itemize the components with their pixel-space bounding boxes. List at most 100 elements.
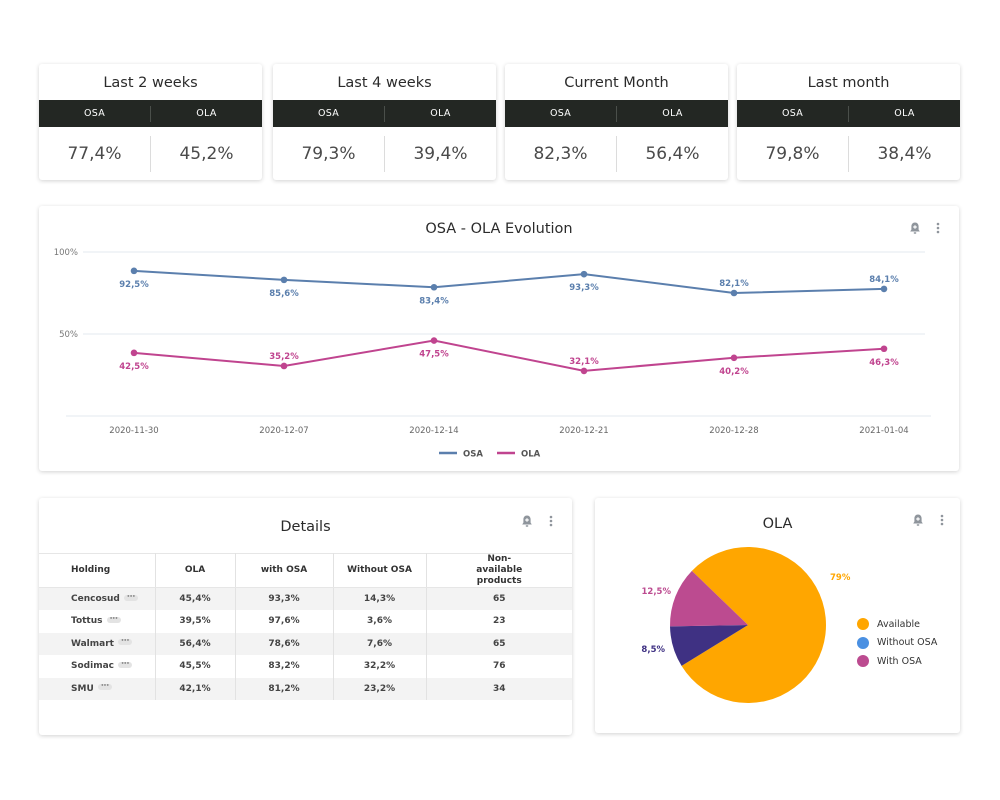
data-point-ola[interactable] bbox=[880, 345, 888, 353]
line-chart: 100% 50% 2020-11-30 2020-12-07 2020-12-14 202… bbox=[54, 248, 931, 460]
kpi-header-osa: OSA bbox=[317, 108, 340, 119]
kpi-value-ola: 56,4% bbox=[645, 143, 700, 164]
data-point-ola[interactable] bbox=[280, 362, 288, 370]
data-point-ola[interactable] bbox=[730, 354, 738, 362]
data-label-osa: 83,4% bbox=[419, 296, 449, 306]
kpi-card: Current Month OSA OLA 82,3% 56,4% bbox=[505, 64, 728, 180]
y-tick-label: 100% bbox=[54, 248, 78, 258]
cell-with-osa: 81,2% bbox=[235, 677, 334, 700]
data-point-osa[interactable] bbox=[280, 276, 288, 284]
bell-plus-icon[interactable] bbox=[911, 513, 925, 527]
more-vertical-icon[interactable] bbox=[931, 221, 945, 235]
table-row[interactable]: Sodimac ••• 45,5% 83,2% 32,2% 76 bbox=[39, 655, 572, 678]
cell-non-available: 23 bbox=[492, 616, 506, 627]
cell-ola: 45,5% bbox=[155, 655, 236, 678]
data-point-ola[interactable] bbox=[580, 367, 588, 375]
column-header-holding[interactable]: Holding bbox=[39, 553, 156, 588]
kpi-values: 82,3% 56,4% bbox=[505, 127, 728, 180]
data-point-osa[interactable] bbox=[580, 270, 588, 278]
legend-label-osa[interactable]: OSA bbox=[463, 450, 483, 460]
data-point-osa[interactable] bbox=[430, 283, 438, 291]
x-tick-label: 2020-12-21 bbox=[559, 426, 608, 436]
table-row[interactable]: Tottus ••• 39,5% 97,6% 3,6% 23 bbox=[39, 610, 572, 633]
data-label-ola: 47,5% bbox=[419, 350, 449, 360]
divider bbox=[848, 105, 849, 122]
data-point-osa[interactable] bbox=[880, 285, 888, 293]
more-vertical-icon[interactable] bbox=[935, 513, 949, 527]
cell-holding: Walmart ••• bbox=[39, 632, 156, 655]
data-point-osa[interactable] bbox=[730, 289, 738, 297]
legend-label-ola[interactable]: OLA bbox=[521, 450, 541, 460]
pie-legend-item[interactable]: Available bbox=[857, 618, 920, 630]
pie-slice-available[interactable] bbox=[681, 547, 826, 703]
cell-without-osa: 14,3% bbox=[333, 587, 427, 610]
data-label-ola: 42,5% bbox=[119, 362, 149, 372]
kpi-values: 79,3% 39,4% bbox=[273, 127, 496, 180]
pie-slice-without-osa[interactable] bbox=[670, 625, 748, 666]
column-header-without-osa[interactable]: Without OSA bbox=[333, 553, 427, 588]
table-header-row: Holding OLA with OSA Without OSA Non-ava… bbox=[39, 553, 572, 588]
data-label-ola: 40,2% bbox=[719, 367, 749, 377]
kpi-header-ola: OLA bbox=[894, 108, 915, 119]
table-row[interactable]: Walmart ••• 56,4% 78,6% 7,6% 65 bbox=[39, 632, 572, 655]
column-header-ola[interactable]: OLA bbox=[155, 553, 236, 588]
kpi-header: OSA OLA bbox=[505, 100, 728, 127]
cell-non-available: 65 bbox=[426, 587, 572, 610]
data-point-osa[interactable] bbox=[130, 267, 138, 275]
kpi-header: OSA OLA bbox=[273, 100, 496, 127]
kpi-title: Last month bbox=[807, 75, 890, 91]
kpi-value-osa: 77,4% bbox=[67, 143, 122, 164]
table-row[interactable]: SMU ••• 42,1% 81,2% 23,2% 34 bbox=[39, 677, 572, 700]
pie-slice-with-osa[interactable] bbox=[670, 570, 748, 627]
legend-dot bbox=[857, 655, 869, 667]
data-label-ola: 32,1% bbox=[569, 357, 599, 367]
bell-plus-icon[interactable] bbox=[520, 514, 534, 528]
cell-non-available: 65 bbox=[426, 632, 572, 655]
kpi-values: 79,8% 38,4% bbox=[737, 127, 960, 180]
pie-legend-item[interactable]: Without OSA bbox=[857, 636, 937, 649]
cell-with-osa: 83,2% bbox=[235, 655, 334, 678]
ellipsis-pill-icon[interactable]: ••• bbox=[117, 639, 132, 646]
data-label-osa: 93,3% bbox=[569, 283, 599, 293]
kpi-header-osa: OSA bbox=[781, 108, 804, 119]
cell-ola: 56,4% bbox=[155, 632, 236, 655]
series-line-ola bbox=[133, 339, 885, 372]
bell-plus-icon[interactable] bbox=[908, 221, 922, 235]
more-vertical-icon[interactable] bbox=[544, 514, 558, 528]
cell-without-osa: 23,2% bbox=[333, 677, 427, 700]
data-point-ola[interactable] bbox=[130, 349, 138, 357]
cell-without-osa: 7,6% bbox=[333, 632, 427, 655]
kpi-title: Current Month bbox=[564, 75, 669, 91]
data-label-osa: 85,6% bbox=[269, 289, 299, 299]
pie-legend-item[interactable]: With OSA bbox=[857, 655, 922, 667]
cell-non-available: 76 bbox=[492, 661, 506, 672]
kpi-value-ola: 45,2% bbox=[179, 143, 234, 164]
data-point-ola[interactable] bbox=[430, 337, 438, 344]
data-label-osa: 84,1% bbox=[869, 275, 899, 285]
ola-pie-card: OLA 79% 8,5% 12,5% Available Without OSA Wit… bbox=[595, 498, 960, 733]
column-header-non-available[interactable]: Non-available products bbox=[426, 553, 572, 588]
pie-label-without-osa: 8,5% bbox=[641, 645, 665, 655]
details-table: Holding OLA with OSA Without OSA Non-ava… bbox=[39, 553, 572, 700]
cell-without-osa: 3,6% bbox=[333, 610, 427, 633]
cell-ola: 45,4% bbox=[155, 587, 236, 610]
cell-ola: 39,5% bbox=[155, 610, 236, 633]
cell-with-osa: 93,3% bbox=[235, 587, 334, 610]
pie-chart-title: OLA bbox=[762, 516, 793, 532]
ellipsis-pill-icon[interactable]: ••• bbox=[106, 616, 121, 623]
kpi-header-ola: OLA bbox=[662, 108, 683, 119]
holding-name: Walmart bbox=[71, 638, 114, 649]
ellipsis-pill-icon[interactable]: ••• bbox=[97, 684, 112, 691]
cell-holding: Cencosud ••• bbox=[39, 587, 156, 610]
ellipsis-pill-icon[interactable]: ••• bbox=[123, 594, 138, 601]
divider bbox=[384, 135, 385, 172]
cell-holding: Sodimac ••• bbox=[39, 655, 156, 678]
table-row[interactable]: Cencosud ••• 45,4% 93,3% 14,3% 65 bbox=[39, 587, 572, 610]
ellipsis-pill-icon[interactable]: ••• bbox=[117, 661, 132, 668]
kpi-value-osa: 79,8% bbox=[765, 143, 820, 164]
legend-label: Available bbox=[877, 618, 921, 630]
column-header-with-osa[interactable]: with OSA bbox=[235, 553, 334, 588]
kpi-value-ola: 38,4% bbox=[877, 143, 932, 164]
cell-ola: 42,1% bbox=[155, 677, 236, 700]
kpi-header: OSA OLA bbox=[39, 100, 262, 127]
